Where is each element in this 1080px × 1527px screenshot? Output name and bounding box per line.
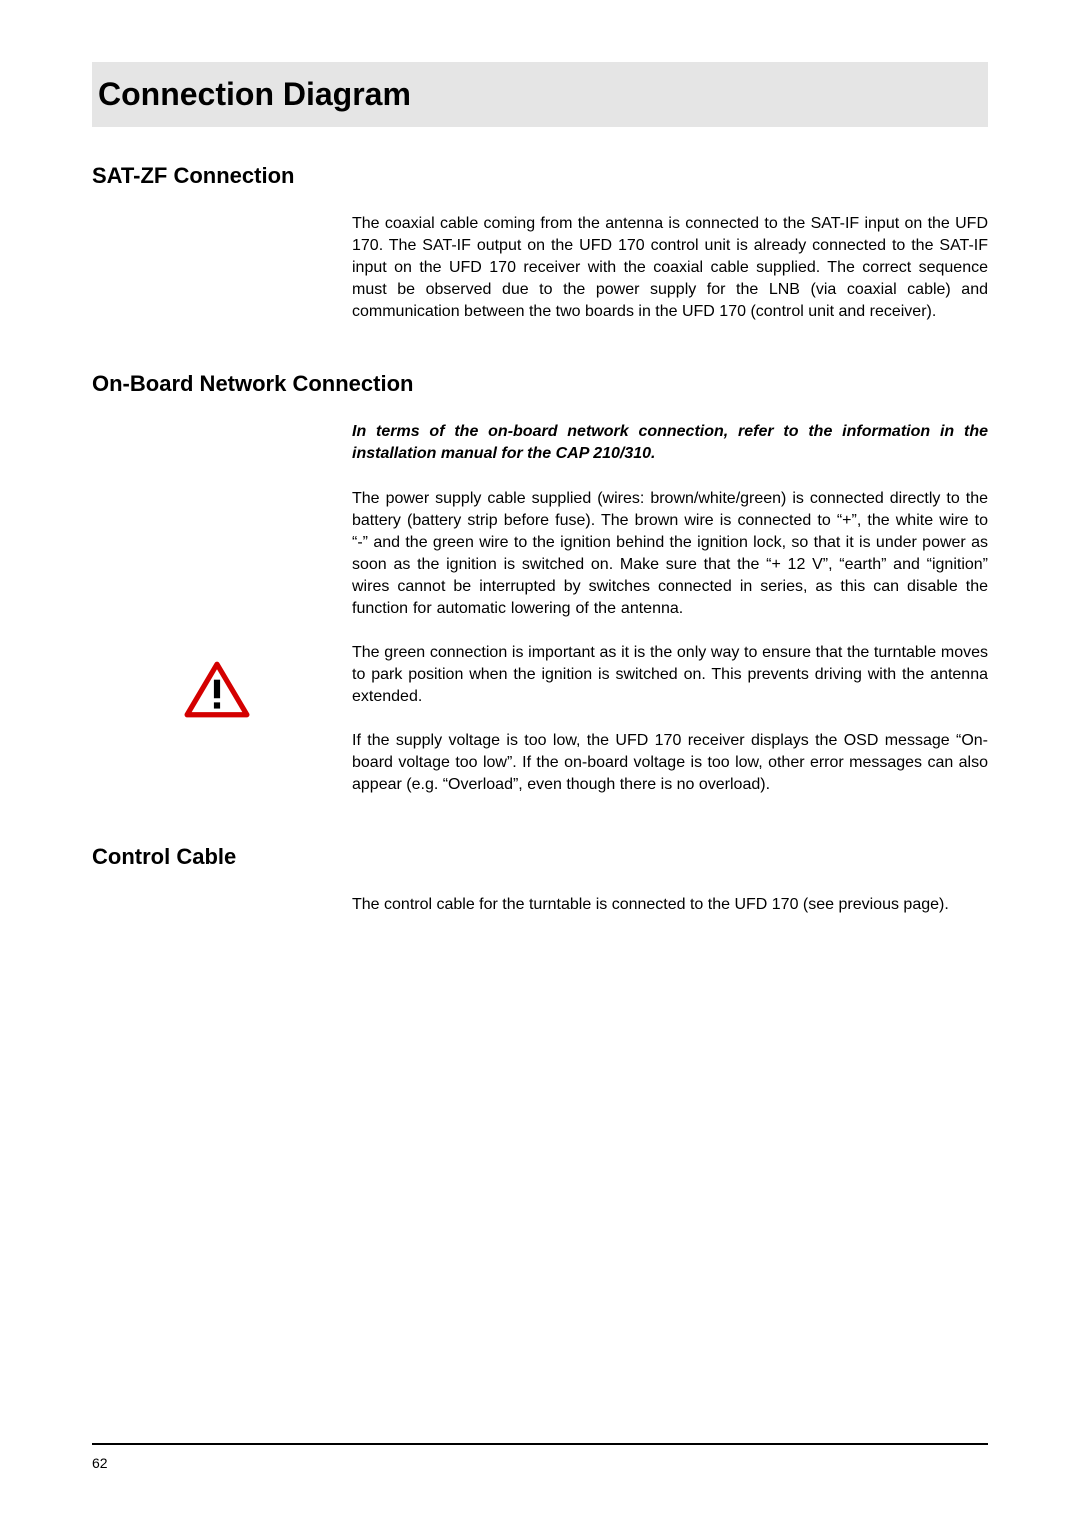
body-sat-zf: The coaxial cable coming from the antenn… [352,213,988,323]
page-number: 62 [92,1455,988,1471]
heading-on-board: On-Board Network Connection [92,371,988,397]
page-title-bar: Connection Diagram [92,62,988,127]
body-control-cable: The control cable for the turntable is c… [352,894,988,916]
body-on-board: In terms of the on-board network connect… [352,421,988,796]
para-on-board-3: If the supply voltage is too low, the UF… [352,730,988,796]
section-sat-zf: SAT-ZF Connection The coaxial cable comi… [92,163,988,323]
heading-sat-zf: SAT-ZF Connection [92,163,988,189]
para-control-1: The control cable for the turntable is c… [352,894,988,916]
section-on-board: On-Board Network Connection In terms of … [92,371,988,796]
para-on-board-2: The green connection is important as it … [352,642,988,708]
page-footer: 62 [92,1443,988,1471]
page-title: Connection Diagram [98,76,978,113]
heading-control-cable: Control Cable [92,844,988,870]
footer-rule [92,1443,988,1445]
para-sat-zf-1: The coaxial cable coming from the antenn… [352,213,988,323]
para-on-board-lead: In terms of the on-board network connect… [352,421,988,465]
warning-icon [184,661,254,724]
section-control-cable: Control Cable The control cable for the … [92,844,988,916]
para-on-board-1: The power supply cable supplied (wires: … [352,488,988,620]
document-page: Connection Diagram SAT-ZF Connection The… [0,0,1080,1527]
